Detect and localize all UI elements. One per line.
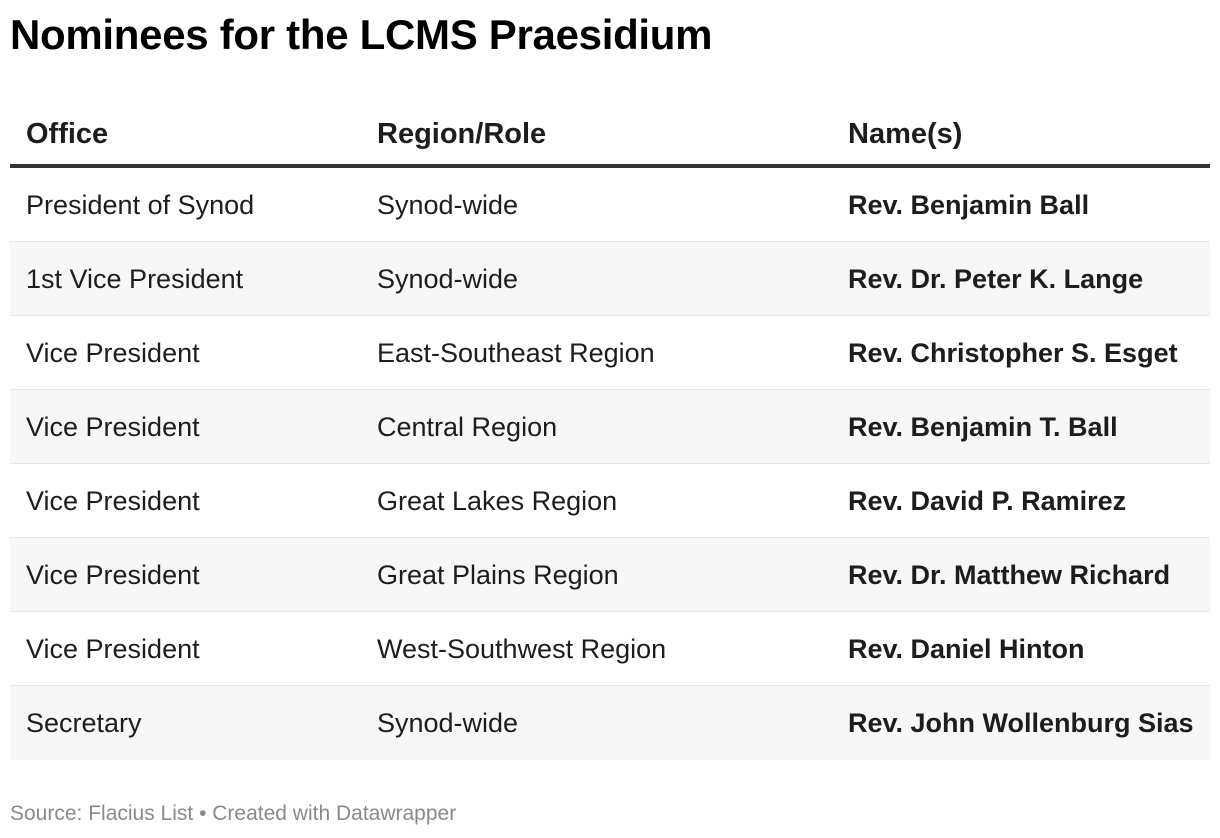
cell-office: Vice President bbox=[26, 412, 200, 442]
column-header-names: Name(s) bbox=[848, 118, 963, 150]
cell-name: Rev. Daniel Hinton bbox=[848, 634, 1085, 664]
table-row: Vice President Central Region Rev. Benjami… bbox=[10, 390, 1210, 464]
table-row: 1st Vice President Synod-wide Rev. Dr. Pet… bbox=[10, 242, 1210, 316]
cell-office: Vice President bbox=[26, 634, 200, 664]
cell-region: Great Lakes Region bbox=[377, 486, 618, 516]
cell-office: 1st Vice President bbox=[26, 264, 244, 294]
cell-name: Rev. Dr. Matthew Richard bbox=[848, 560, 1171, 590]
table-row: Vice President West-Southwest Region Rev. … bbox=[10, 612, 1210, 686]
table-row: Vice President Great Plains Region Rev. Dr… bbox=[10, 538, 1210, 612]
cell-region: Synod-wide bbox=[377, 708, 519, 738]
source-footer: Source: Flacius List • Created with Data… bbox=[10, 802, 457, 825]
cell-region: West-Southwest Region bbox=[377, 634, 667, 664]
cell-name: Rev. Benjamin Ball bbox=[848, 190, 1090, 220]
table-row: Secretary Synod-wide Rev. John Wollenburg … bbox=[10, 686, 1210, 760]
table-row: Vice President Great Lakes Region Rev. Dav… bbox=[10, 464, 1210, 538]
column-header-office: Office bbox=[26, 118, 109, 150]
cell-office: Secretary bbox=[26, 708, 142, 738]
cell-region: East-Southeast Region bbox=[377, 338, 655, 368]
cell-office: President of Synod bbox=[26, 190, 255, 220]
table-row: Vice President East-Southeast Region Rev. … bbox=[10, 316, 1210, 390]
cell-region: Synod-wide bbox=[377, 190, 519, 220]
cell-name: Rev. David P. Ramirez bbox=[848, 486, 1127, 516]
nominees-table: Office Region/Role Name(s) President of … bbox=[10, 96, 1210, 760]
cell-name: Rev. Dr. Peter K. Lange bbox=[848, 264, 1144, 294]
cell-office: Vice President bbox=[26, 338, 200, 368]
column-header-region: Region/Role bbox=[377, 118, 547, 150]
table-header: Office Region/Role Name(s) bbox=[10, 96, 1210, 168]
cell-name: Rev. Christopher S. Esget bbox=[848, 338, 1178, 368]
table-body: President of Synod Synod-wide Rev. Benjami… bbox=[10, 168, 1210, 760]
cell-office: Vice President bbox=[26, 486, 200, 516]
table-row: President of Synod Synod-wide Rev. Benjami… bbox=[10, 168, 1210, 242]
cell-region: Great Plains Region bbox=[377, 560, 619, 590]
cell-region: Central Region bbox=[377, 412, 558, 442]
chart-title: Nominees for the LCMS Praesidium bbox=[10, 11, 713, 58]
cell-name: Rev. Benjamin T. Ball bbox=[848, 412, 1118, 442]
cell-region: Synod-wide bbox=[377, 264, 519, 294]
cell-name: Rev. John Wollenburg Sias bbox=[848, 708, 1194, 738]
cell-office: Vice President bbox=[26, 560, 200, 590]
